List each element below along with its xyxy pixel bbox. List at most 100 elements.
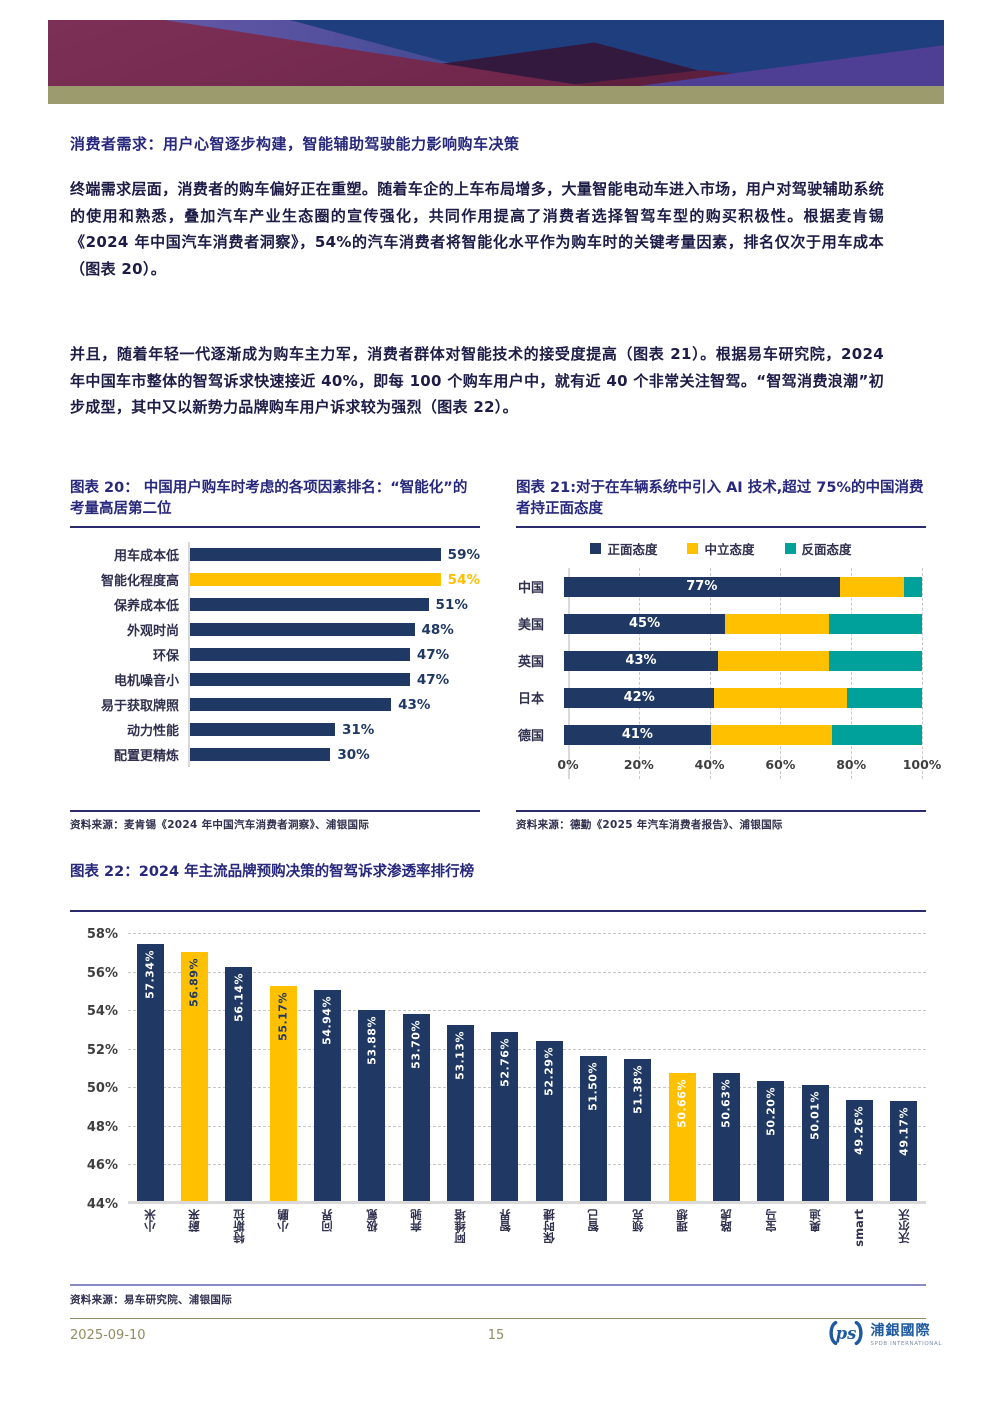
category-label: 外观时尚: [126, 624, 179, 639]
value-label: 53.13%: [453, 1030, 467, 1080]
bar-slot: 51.50%: [571, 934, 615, 1201]
value-label: 77%: [686, 579, 718, 594]
value-label: 50.01%: [808, 1091, 822, 1140]
bar-slot: 51.38%: [616, 934, 660, 1201]
y-tick-label: 56%: [86, 965, 118, 981]
bar: 50.66%: [668, 1072, 696, 1201]
stacked-bar-row: 中国 77%: [516, 568, 926, 605]
bars: 57.34% 56.89% 56.14% 55.17% 54.94% 53.88% 53.7…: [128, 934, 926, 1204]
bar: [190, 673, 410, 686]
bar-track: 48%: [188, 617, 480, 642]
title-divider: [70, 910, 926, 912]
bar-segment: [846, 687, 922, 708]
gridline: [128, 1087, 926, 1089]
bar-segment: [725, 613, 829, 634]
gridline: [851, 568, 853, 779]
value-label: 56.89%: [187, 958, 201, 1008]
bar: 51.50%: [579, 1056, 607, 1201]
legend-swatch-icon: [784, 542, 796, 554]
x-tick-label: 0%: [557, 757, 579, 772]
value-label: 47%: [416, 646, 450, 663]
gridline: [128, 933, 926, 934]
figure-20-title: 图表 20： 中国用户购车时考虑的各项因素排名：“智能化”的考量高居第二位: [70, 480, 468, 517]
figure-22-source: 资料来源：易车研究院、浦银国际: [70, 1294, 232, 1306]
x-tick-label: 智己: [586, 1209, 601, 1232]
category-label: 日本: [518, 692, 545, 707]
bar-track: 59%: [188, 542, 480, 567]
gridline: [922, 568, 923, 779]
bar: [190, 748, 331, 761]
figure-20-source: 资料来源：麦肯锡《2024 年中国汽车消费者洞察》、浦银国际: [70, 819, 370, 831]
bar: [190, 598, 429, 611]
bar: [190, 698, 392, 711]
x-label-slot: 小鹏: [261, 1209, 305, 1274]
figure-21-chart: 正面态度 中立态度 反面态度 中国 77% 美国 45% 英国 43% 日本 42% 德国 41% 0…: [516, 538, 941, 779]
x-label-slot: 问界: [305, 1209, 349, 1274]
gridlines: [568, 568, 923, 779]
category-label: 德国: [518, 729, 545, 744]
bar-slot: 56.89%: [172, 934, 216, 1201]
bar-segment: 45%: [564, 613, 726, 634]
gridline: [128, 971, 926, 973]
x-label-slot: 小米: [128, 1209, 172, 1274]
value-label: 30%: [337, 746, 370, 763]
value-label: 52.29%: [542, 1047, 556, 1096]
bar-track: 31%: [188, 717, 480, 742]
value-label: 56.14%: [232, 972, 246, 1022]
bar-track: 47%: [188, 642, 480, 667]
bar-row: 动力性能 31%: [70, 717, 480, 742]
logo-name-en: SPDB INTERNATIONAL: [870, 1340, 942, 1347]
value-label: 53.70%: [409, 1019, 423, 1069]
legend-swatch-icon: [687, 542, 699, 554]
chart-legend: 正面态度 中立态度 反面态度: [516, 538, 926, 558]
category-label: 环保: [152, 649, 179, 664]
bar: 54.94%: [313, 990, 341, 1201]
value-label: 50.63%: [719, 1079, 733, 1128]
y-tick-label: 44%: [86, 1197, 118, 1212]
value-label: 59%: [447, 546, 480, 563]
bar-track: 77%: [564, 576, 922, 597]
x-tick-label: 宝马: [763, 1209, 778, 1232]
page-number: 15: [487, 1328, 505, 1343]
x-tick-label: 极氪: [364, 1209, 379, 1232]
stacked-bar-row: 德国 41%: [516, 716, 926, 753]
gridline: [128, 1125, 926, 1127]
x-label-slot: 智界: [483, 1209, 527, 1274]
x-label-slot: 宝马: [749, 1209, 793, 1274]
x-label-slot: 极氪: [350, 1209, 394, 1274]
bar-slot: 50.66%: [660, 934, 704, 1201]
value-label: 53.88%: [365, 1016, 379, 1066]
figure-22: 图表 22：2024 年主流品牌预购决策的智驾诉求渗透率排行榜 58% 56% 54…: [70, 862, 926, 1307]
bar-row: 用车成本低 59%: [70, 542, 480, 567]
x-tick-label: 20%: [623, 757, 654, 772]
paragraph-1: 终端需求层面，消费者的购车偏好正在重塑。随着车企的上车布局增多，大量智能电动车进…: [70, 180, 884, 278]
x-label-slot: 阿维塔: [438, 1209, 482, 1274]
bar-row: 电机噪音小 47%: [70, 667, 480, 692]
legend-label: 反面态度: [801, 541, 852, 557]
x-tick-label: 领克: [630, 1209, 645, 1232]
x-tick-label: 60%: [765, 757, 796, 772]
paragraph-2: 并且，随着年轻一代逐渐成为购车主力军，消费者群体对智能技术的接受度提高（图表 2…: [70, 345, 884, 416]
bar-slot: 57.34%: [128, 934, 172, 1201]
legend-label: 中立态度: [704, 541, 755, 557]
x-tick-label: 阿维塔: [453, 1209, 468, 1244]
x-tick-label: 路虎: [719, 1209, 734, 1232]
x-tick-label: 理想: [675, 1209, 690, 1232]
bar: 53.70%: [402, 1013, 430, 1201]
legend-item: 反面态度: [784, 539, 852, 558]
x-label-slot: 领克: [616, 1209, 660, 1274]
x-tick-label: 沃尔沃: [896, 1209, 911, 1244]
category-label: 美国: [518, 618, 545, 633]
x-tick-label: 问界: [320, 1209, 335, 1232]
legend-swatch-icon: [590, 542, 602, 554]
bar-slot: 52.76%: [483, 934, 527, 1201]
stacked-bar-row: 英国 43%: [516, 642, 926, 679]
bar: 49.17%: [890, 1101, 918, 1201]
source-divider: [516, 810, 926, 812]
bar-segment: 77%: [564, 576, 840, 597]
bar-track: 41%: [564, 724, 922, 745]
gridline: [128, 1164, 926, 1166]
source-divider: [70, 1284, 926, 1286]
value-label: 51%: [435, 596, 468, 613]
